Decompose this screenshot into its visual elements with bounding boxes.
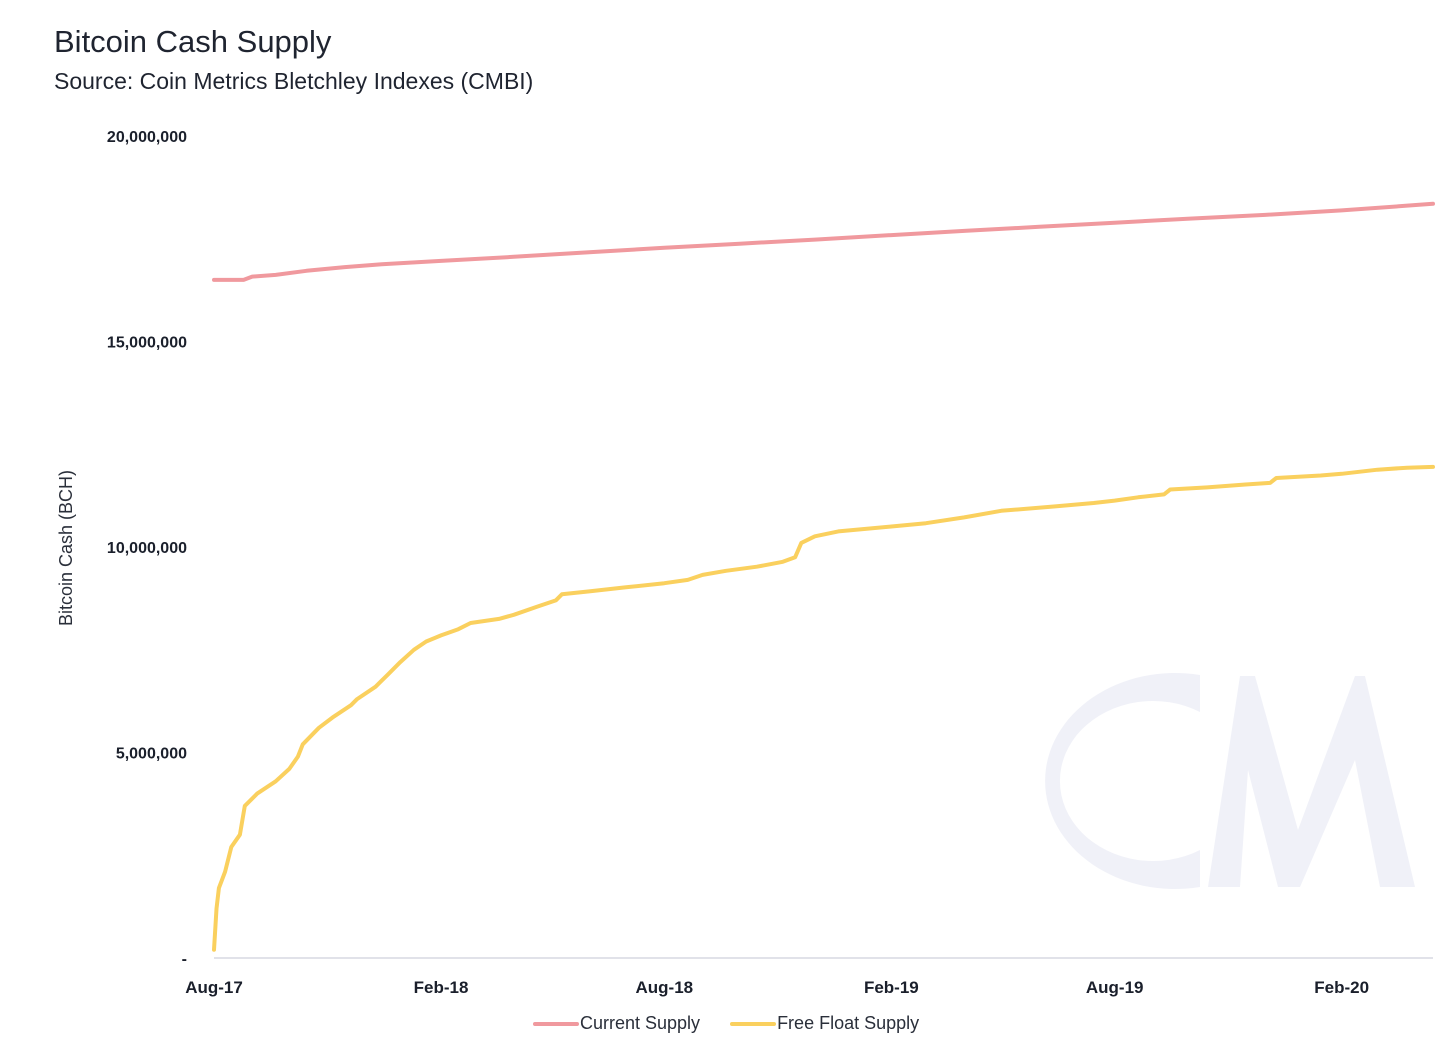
x-tick-label: Feb-20: [1314, 978, 1369, 997]
legend: Current Supply Free Float Supply: [533, 1013, 949, 1034]
x-tick-label: Aug-19: [1086, 978, 1144, 997]
y-tick-label: 20,000,000: [107, 129, 187, 146]
x-tick-label: Aug-17: [185, 978, 243, 997]
series-line-current-supply: [212, 201, 1435, 282]
chart-subtitle: Source: Coin Metrics Bletchley Indexes (…: [54, 68, 534, 94]
y-tick-label: 5,000,000: [116, 746, 187, 763]
y-tick-label: 15,000,000: [107, 335, 187, 352]
watermark-c-shape: [1045, 673, 1200, 889]
y-tick-label: 10,000,000: [107, 540, 187, 557]
series-line-free-float-supply: [212, 464, 1435, 952]
watermark-m-shape: [1208, 676, 1415, 887]
x-tick-labels: Aug-17 Feb-18 Aug-18 Feb-19 Aug-19 Feb-20: [185, 978, 1369, 997]
x-tick-label: Feb-18: [414, 978, 469, 997]
y-axis-label: Bitcoin Cash (BCH): [56, 470, 76, 626]
legend-item[interactable]: Free Float Supply: [730, 1013, 919, 1034]
x-tick-label: Feb-19: [864, 978, 919, 997]
y-tick-labels: - 5,000,000 10,000,000 15,000,000 20,000,000: [107, 129, 187, 968]
legend-item[interactable]: Current Supply: [533, 1013, 700, 1034]
legend-label: Free Float Supply: [777, 1013, 920, 1033]
watermark-logo: [1045, 673, 1415, 889]
legend-label: Current Supply: [580, 1013, 701, 1033]
y-tick-label: -: [182, 951, 187, 968]
series-lines: [212, 201, 1435, 952]
legend-swatch: [730, 1021, 777, 1026]
x-tick-label: Aug-18: [636, 978, 694, 997]
chart-title: Bitcoin Cash Supply: [54, 24, 332, 59]
legend-swatch: [533, 1021, 579, 1026]
